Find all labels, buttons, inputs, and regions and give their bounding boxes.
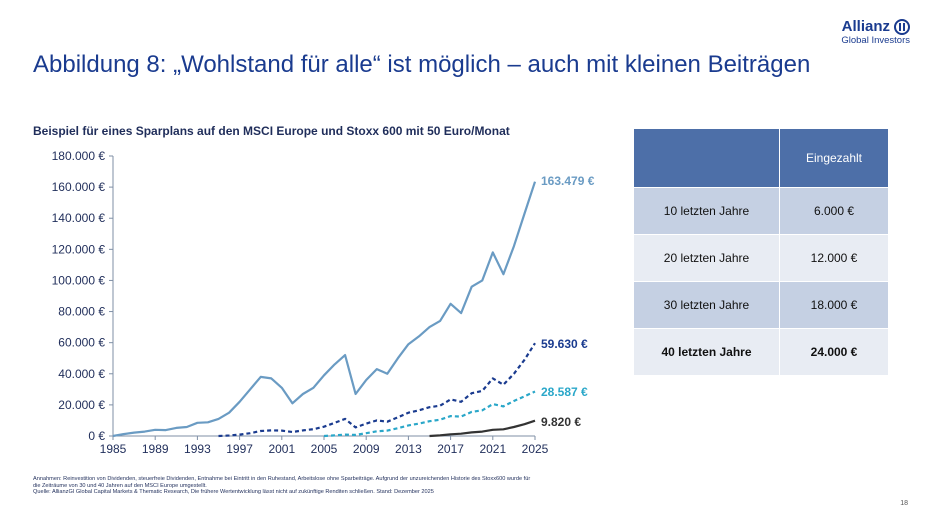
- series-end-label: 59.630 €: [541, 337, 588, 351]
- x-tick-label: 2021: [479, 442, 506, 456]
- table-row-label: 20 letzten Jahre: [633, 234, 780, 282]
- table-header-eingezahlt: Eingezahlt: [779, 128, 889, 188]
- y-tick-label: 140.000 €: [52, 211, 106, 225]
- chart-series: [112, 181, 537, 438]
- brand-subtitle: Global Investors: [841, 35, 910, 46]
- chart-title: Beispiel für eines Sparplans auf den MSC…: [33, 124, 510, 138]
- y-tick-label: 20.000 €: [58, 398, 105, 412]
- series-end-label: 9.820 €: [541, 415, 581, 429]
- table-row: 40 letzten Jahre 24.000 €: [633, 328, 889, 376]
- table-row: 30 letzten Jahre 18.000 €: [633, 281, 889, 329]
- x-tick-label: 2009: [353, 442, 380, 456]
- x-tick-label: 2025: [522, 442, 549, 456]
- series-line: [323, 390, 536, 438]
- x-tick-label: 2001: [268, 442, 295, 456]
- table-row-label: 10 letzten Jahre: [633, 187, 780, 235]
- chart-labels: 163.479 € 59.630 € 28.587 € 9.820 €: [541, 174, 595, 429]
- table-row-value: 6.000 €: [779, 187, 889, 235]
- chart-axes: 0 € 20.000 € 40.000 € 60.000 € 80.000 € 100.0…: [52, 149, 549, 456]
- x-tick-label: 2013: [395, 442, 422, 456]
- y-tick-label: 40.000 €: [58, 367, 105, 381]
- brand-logo: Allianz Global Investors: [841, 18, 910, 46]
- x-tick-label: 2005: [311, 442, 338, 456]
- deposits-table: Eingezahlt 10 letzten Jahre 6.000 € 20 l…: [633, 128, 889, 376]
- x-tick-label: 1993: [184, 442, 211, 456]
- x-tick-label: 1989: [142, 442, 169, 456]
- table-row-value: 18.000 €: [779, 281, 889, 329]
- y-tick-label: 0 €: [88, 429, 105, 443]
- y-tick-label: 60.000 €: [58, 336, 105, 350]
- footnote-line: Quelle: AllianzGI Global Capital Markets…: [33, 489, 434, 495]
- y-tick-label: 100.000 €: [52, 273, 106, 287]
- series-line: [218, 342, 536, 438]
- table-header-row: Eingezahlt: [633, 128, 889, 188]
- footnote: Annahmen: Reinvestition von Dividenden, …: [33, 476, 633, 496]
- table-row-value: 12.000 €: [779, 234, 889, 282]
- y-tick-label: 120.000 €: [52, 242, 106, 256]
- brand-name: Allianz: [841, 18, 890, 35]
- footnote-line: Annahmen: Reinvestition von Dividenden, …: [33, 476, 531, 482]
- y-tick-label: 80.000 €: [58, 305, 105, 319]
- table-row-label: 30 letzten Jahre: [633, 281, 780, 329]
- page-number: 18: [900, 500, 908, 507]
- allianz-eagle-icon: [894, 18, 910, 35]
- x-tick-label: 1997: [226, 442, 253, 456]
- x-tick-label: 1985: [100, 442, 127, 456]
- table-row: 10 letzten Jahre 6.000 €: [633, 187, 889, 235]
- y-tick-label: 160.000 €: [52, 180, 106, 194]
- series-line: [429, 419, 536, 438]
- series-end-label: 28.587 €: [541, 385, 588, 399]
- table-header-empty: [633, 128, 780, 188]
- x-tick-label: 2017: [437, 442, 464, 456]
- table-row-label: 40 letzten Jahre: [633, 328, 780, 376]
- series-end-label: 163.479 €: [541, 174, 595, 188]
- table-row: 20 letzten Jahre 12.000 €: [633, 234, 889, 282]
- table-row-value: 24.000 €: [779, 328, 889, 376]
- page-title: Abbildung 8: „Wohlstand für alle“ ist mö…: [33, 51, 811, 78]
- footnote-line: die Zeiträume von 30 und 40 Jahren auf d…: [33, 482, 207, 489]
- series-line: [112, 181, 537, 438]
- y-tick-label: 180.000 €: [52, 149, 106, 163]
